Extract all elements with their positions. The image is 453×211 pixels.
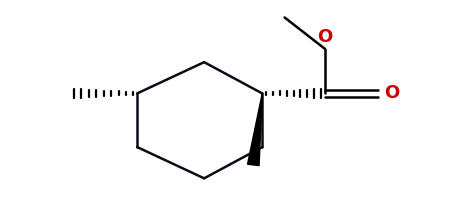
Text: O: O bbox=[384, 84, 399, 102]
Polygon shape bbox=[247, 93, 262, 166]
Text: O: O bbox=[317, 28, 333, 46]
